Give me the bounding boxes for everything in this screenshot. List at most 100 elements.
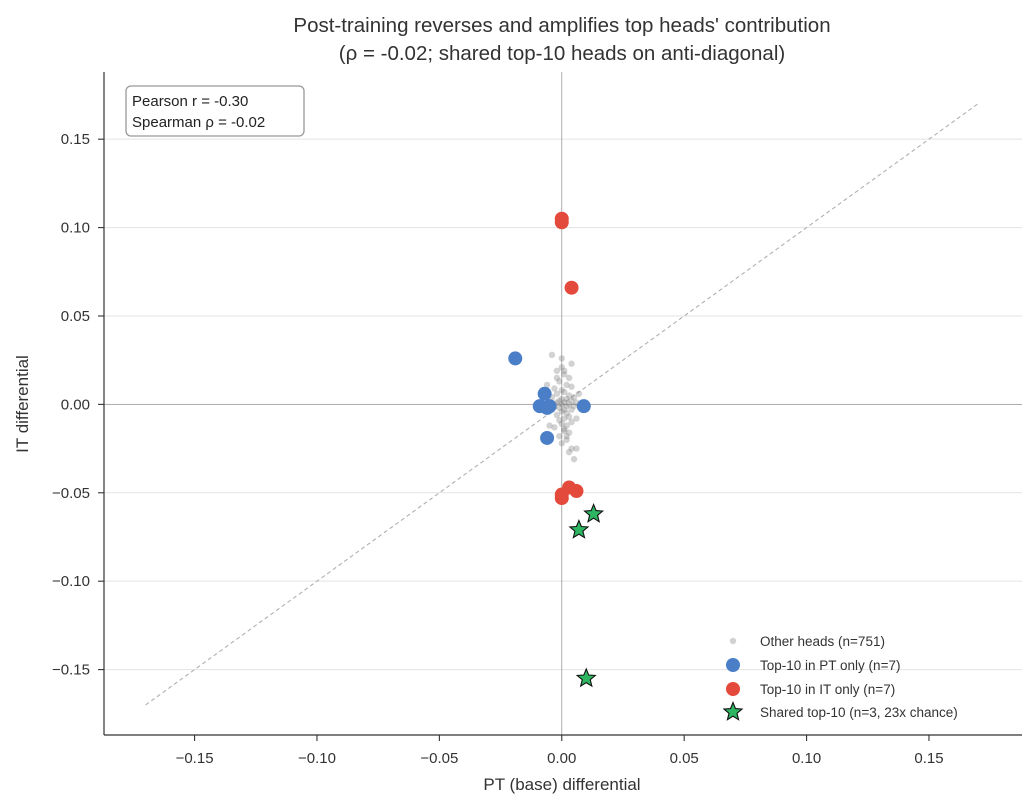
point-other-head	[568, 360, 575, 367]
point-other-head	[551, 385, 558, 392]
point-other-head	[573, 445, 580, 452]
point-other-head	[553, 390, 561, 397]
stats-pearson: Pearson r = -0.30	[132, 93, 248, 110]
point-other-head	[563, 422, 570, 429]
series-1	[508, 351, 591, 445]
data-points	[508, 211, 605, 688]
point-other-head	[558, 420, 565, 428]
point-other-head	[561, 406, 568, 413]
stats-spearman: Spearman ρ = -0.02	[132, 114, 265, 131]
legend-label: Top-10 in PT only (n=7)	[760, 658, 900, 673]
point-other-head	[568, 406, 575, 413]
point-other-head	[553, 411, 561, 419]
point-other-head	[568, 418, 575, 426]
point-top10-it	[569, 484, 584, 499]
point-top10-pt	[537, 386, 552, 401]
chart-title-line1: Post-training reverses and amplifies top…	[293, 14, 830, 37]
identity-diagonal-line	[145, 103, 979, 706]
point-other-head	[561, 371, 568, 378]
point-other-head	[556, 417, 563, 424]
point-other-head	[556, 378, 563, 385]
y-axis-label: IT differential	[13, 355, 32, 453]
point-other-head	[558, 408, 565, 415]
y-tick-label: −0.15	[52, 662, 90, 679]
point-top10-it	[554, 491, 569, 506]
legend-label: Other heads (n=751)	[760, 634, 885, 649]
point-other-head	[546, 422, 553, 429]
y-tick-label: 0.05	[61, 308, 90, 325]
legend-marker-pt	[726, 658, 740, 672]
point-other-head	[543, 381, 551, 389]
point-other-head	[558, 395, 565, 403]
point-other-head	[575, 390, 583, 397]
x-tick-label: 0.05	[670, 750, 699, 767]
x-tick-label: −0.05	[420, 750, 458, 767]
point-other-head	[563, 395, 570, 403]
y-tick-label: 0.10	[61, 220, 90, 237]
x-tick-label: 0.00	[547, 750, 576, 767]
point-top10-pt	[540, 430, 555, 445]
legend-label: Shared top-10 (n=3, 23x chance)	[760, 705, 958, 720]
point-other-head	[558, 355, 565, 362]
x-tick-label: 0.15	[914, 750, 943, 767]
point-top10-it	[564, 280, 579, 295]
point-other-head	[556, 433, 563, 440]
y-tick-label: −0.05	[52, 485, 90, 502]
point-other-head	[565, 392, 573, 399]
legend-label: Top-10 in IT only (n=7)	[760, 682, 895, 697]
y-axis-ticks: −0.15 −0.10 −0.05 0.00 0.05 0.10 0.15	[52, 131, 104, 679]
point-other-head	[563, 410, 570, 417]
stats-box-frame	[125, 85, 305, 137]
point-other-head	[570, 394, 578, 401]
series-2	[554, 211, 584, 506]
point-other-head	[568, 383, 575, 390]
point-other-head	[558, 401, 565, 408]
point-other-head	[558, 440, 565, 447]
point-other-head	[551, 424, 558, 431]
point-top10-it	[554, 215, 569, 230]
legend-marker-other	[729, 637, 737, 645]
point-other-head	[570, 402, 578, 410]
point-other-head	[561, 388, 568, 396]
chart-title-line2: (ρ = -0.02; shared top-10 heads on anti-…	[339, 42, 785, 65]
point-other-head	[568, 397, 575, 405]
point-other-head	[556, 404, 563, 412]
point-other-head	[553, 367, 561, 374]
point-top10-pt	[542, 399, 557, 414]
point-other-head	[573, 415, 580, 422]
point-top10-pt	[508, 351, 523, 366]
point-other-head	[556, 397, 563, 405]
point-other-head	[565, 401, 573, 408]
point-other-head	[570, 455, 578, 463]
point-other-head	[561, 415, 568, 422]
point-other-head	[565, 413, 573, 420]
legend: Other heads (n=751) Top-10 in PT only (n=…	[722, 634, 958, 721]
point-other-head	[565, 429, 573, 436]
point-other-head	[565, 448, 573, 456]
point-other-head	[568, 445, 575, 452]
x-axis-label: PT (base) differential	[483, 775, 640, 794]
x-axis-ticks: −0.15 −0.10 −0.05 0.00 0.05 0.10 0.15	[176, 735, 944, 767]
point-other-head	[563, 436, 570, 443]
point-other-head	[548, 351, 556, 359]
legend-marker-it	[726, 682, 740, 696]
stats-box: Pearson r = -0.30 Spearman ρ = -0.02	[125, 85, 305, 137]
x-tick-label: −0.10	[298, 750, 336, 767]
reference-lines	[104, 72, 1022, 735]
series-3	[568, 503, 605, 688]
point-other-head	[563, 433, 570, 440]
x-tick-label: 0.10	[792, 750, 821, 767]
y-tick-label: 0.15	[61, 131, 90, 148]
y-tick-label: −0.10	[52, 573, 90, 590]
y-tick-label: 0.00	[61, 396, 90, 413]
point-shared-top10	[575, 667, 597, 688]
point-shared-top10	[583, 503, 605, 523]
point-shared-top10	[568, 518, 590, 539]
point-top10-pt	[576, 399, 591, 414]
x-tick-label: −0.15	[176, 750, 214, 767]
point-other-head	[561, 427, 568, 435]
point-other-head	[561, 399, 568, 406]
point-other-head	[558, 387, 565, 394]
point-other-head	[561, 425, 568, 433]
